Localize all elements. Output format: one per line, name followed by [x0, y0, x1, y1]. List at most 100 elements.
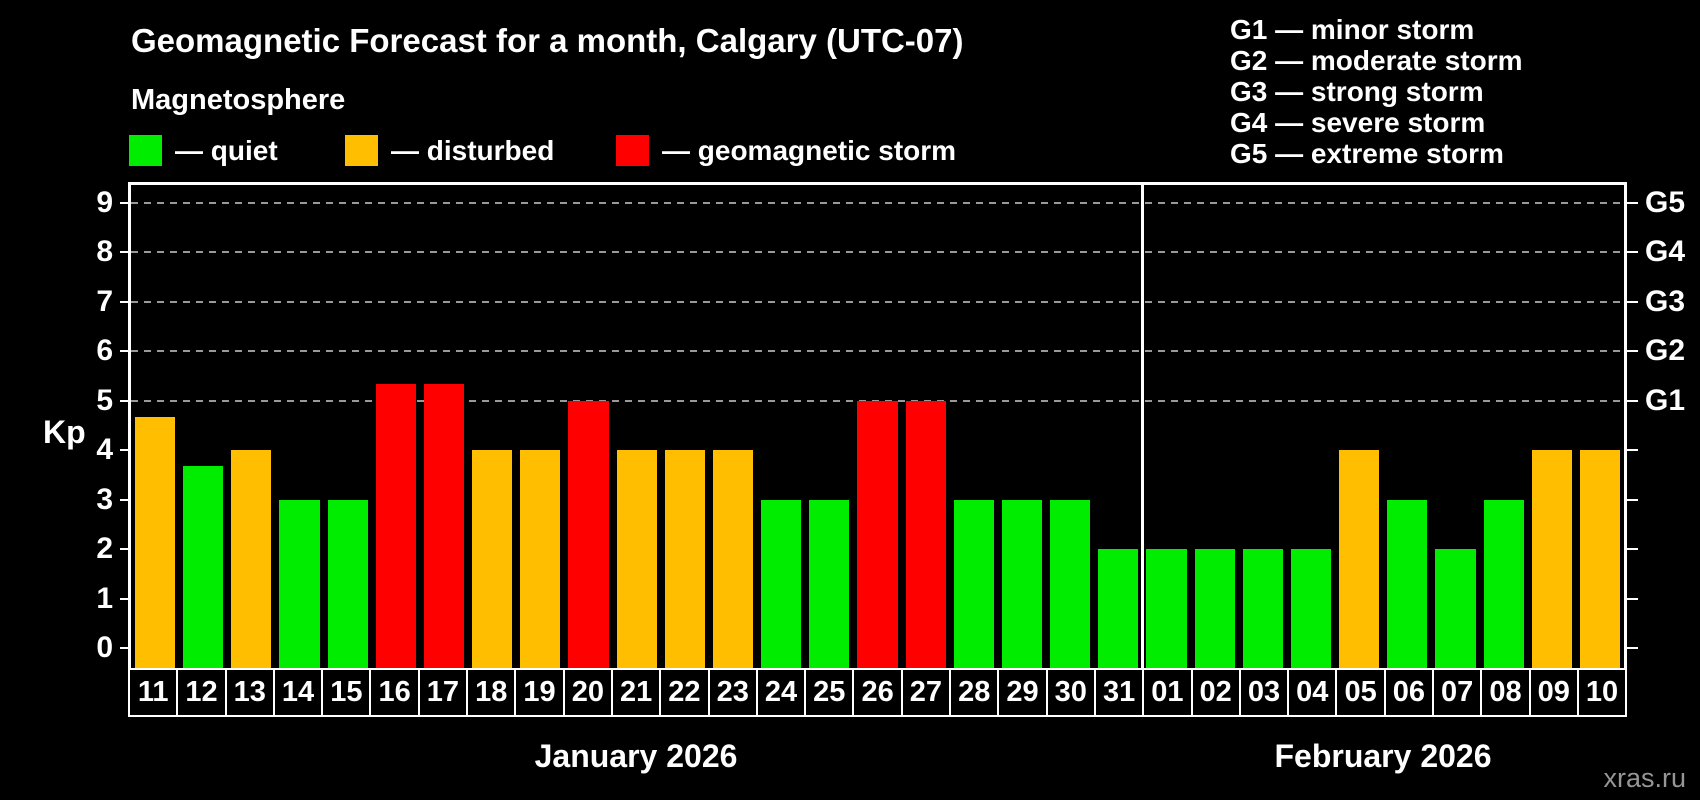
day-label-cell: 17	[417, 670, 466, 715]
kp-bar-day-06	[1387, 499, 1428, 668]
kp-bar-day-26	[857, 400, 898, 668]
gridline-kp9	[131, 201, 1624, 204]
month-label-february: February 2026	[1274, 738, 1492, 774]
day-label-cell: 03	[1238, 670, 1287, 715]
right-axis-tick	[1627, 300, 1638, 303]
storm-color-swatch	[616, 135, 649, 166]
legend-item-quiet: — quiet	[129, 135, 278, 166]
y-axis-title: Kp	[43, 414, 86, 450]
day-label-cell: 04	[1287, 670, 1335, 715]
kp-bar-day-01	[1146, 549, 1187, 668]
y-axis-tick-label: 4	[96, 433, 113, 466]
day-label-cell: 14	[272, 670, 321, 715]
y-axis-tick	[120, 449, 131, 451]
legend-item-storm: — geomagnetic storm	[616, 135, 956, 166]
day-label-cell: 09	[1528, 670, 1577, 715]
kp-bar-day-04	[1290, 549, 1332, 668]
g-scale-line-g3: G3 — strong storm	[1230, 76, 1484, 107]
y-axis-tick-label: 3	[96, 482, 113, 516]
day-label-cell: 06	[1383, 670, 1432, 715]
y-axis-tick	[120, 300, 131, 303]
day-label-cell: 21	[610, 670, 659, 715]
right-axis-tick	[1627, 647, 1638, 649]
y-axis-tick	[120, 201, 131, 204]
day-label-cell: 22	[659, 670, 707, 715]
legend-item-disturbed: — disturbed	[345, 135, 554, 166]
right-axis-tick	[1627, 201, 1638, 204]
day-label-cell: 12	[176, 670, 224, 715]
page-title: Geomagnetic Forecast for a month, Calgar…	[131, 22, 964, 59]
legend-label-disturbed: — disturbed	[391, 134, 555, 166]
kp-bar-day-15	[327, 499, 368, 668]
g-scale-axis-label-g5: G5	[1645, 185, 1686, 219]
disturbed-color-swatch	[345, 135, 378, 166]
day-label-cell: 13	[224, 670, 273, 715]
day-label-cell: 20	[562, 670, 611, 715]
right-axis-tick	[1627, 548, 1638, 550]
legend-label-quiet: — quiet	[175, 134, 278, 166]
y-axis-tick-label: 7	[96, 284, 113, 318]
month-separator-line	[1140, 185, 1144, 668]
day-label-cell: 15	[321, 670, 369, 715]
kp-bar-day-30	[1050, 499, 1091, 668]
y-axis-tick-label: 9	[96, 185, 113, 219]
right-axis-tick	[1627, 449, 1638, 451]
kp-bar-day-25	[809, 499, 850, 668]
plot-area	[131, 185, 1624, 668]
y-axis-tick	[120, 399, 131, 402]
quiet-color-swatch	[129, 135, 162, 166]
day-label-cell: 26	[852, 670, 900, 715]
g-scale-axis-label-g1: G1	[1645, 383, 1686, 417]
right-axis-tick	[1627, 251, 1638, 253]
day-label-cell: 07	[1432, 670, 1480, 715]
y-axis-tick	[120, 597, 131, 600]
day-axis-row: 11 12 13 14 15 16 17 18 19 20 21 22 23 24 25 26 27 28 29 30…	[128, 668, 1627, 717]
g-scale-line-g5: G5 — extreme storm	[1230, 138, 1504, 169]
y-axis-tick	[120, 548, 131, 550]
y-axis-tick-label: 1	[96, 581, 113, 615]
kp-bar-day-07	[1435, 549, 1476, 668]
g-scale-line-g4: G4 — severe storm	[1230, 107, 1486, 138]
g-scale-axis-label-g3: G3	[1645, 284, 1686, 318]
kp-bar-day-03	[1242, 549, 1283, 668]
kp-bar-day-28	[953, 499, 994, 668]
day-label-cell: 10	[1576, 670, 1625, 715]
kp-bar-day-10	[1579, 450, 1620, 668]
kp-bar-day-17	[423, 384, 465, 668]
day-label-cell: 18	[466, 670, 514, 715]
y-axis-tick-label: 5	[96, 383, 113, 417]
legend-label-storm: — geomagnetic storm	[662, 134, 957, 166]
g-scale-line-g1: G1 — minor storm	[1230, 14, 1475, 45]
day-label-cell: 29	[997, 670, 1045, 715]
day-label-cell: 23	[707, 670, 756, 715]
g-scale-line-g2: G2 — moderate storm	[1230, 45, 1523, 76]
y-axis-tick	[120, 647, 131, 649]
watermark: xras.ru	[1603, 763, 1686, 793]
y-axis-tick	[120, 350, 131, 352]
kp-bar-day-14	[279, 499, 320, 668]
day-label-cell: 19	[514, 670, 562, 715]
month-label-january: January 2026	[534, 738, 738, 774]
day-label-cell: 25	[804, 670, 852, 715]
kp-bar-day-09	[1531, 450, 1572, 668]
g-scale-axis-label-g4: G4	[1645, 235, 1686, 268]
y-axis-tick-label: 2	[96, 532, 113, 565]
day-label-cell: 24	[755, 670, 804, 715]
right-axis-tick	[1627, 399, 1638, 402]
day-label-cell: 05	[1335, 670, 1383, 715]
kp-bar-day-24	[761, 499, 802, 668]
y-axis-tick	[120, 498, 131, 501]
kp-bar-day-12	[183, 466, 224, 668]
kp-bar-day-23	[712, 450, 754, 668]
right-axis-tick	[1627, 498, 1638, 501]
kp-bar-day-19	[520, 450, 561, 668]
g-scale-axis-label-g2: G2	[1645, 334, 1686, 367]
kp-bar-day-31	[1098, 549, 1139, 668]
magnetosphere-label: Magnetosphere	[131, 84, 346, 116]
left-axis-line	[128, 182, 131, 668]
y-axis-tick-label: 8	[96, 235, 113, 268]
kp-bar-day-13	[231, 450, 272, 668]
kp-bar-day-29	[1001, 499, 1043, 668]
day-label-cell: 27	[900, 670, 949, 715]
